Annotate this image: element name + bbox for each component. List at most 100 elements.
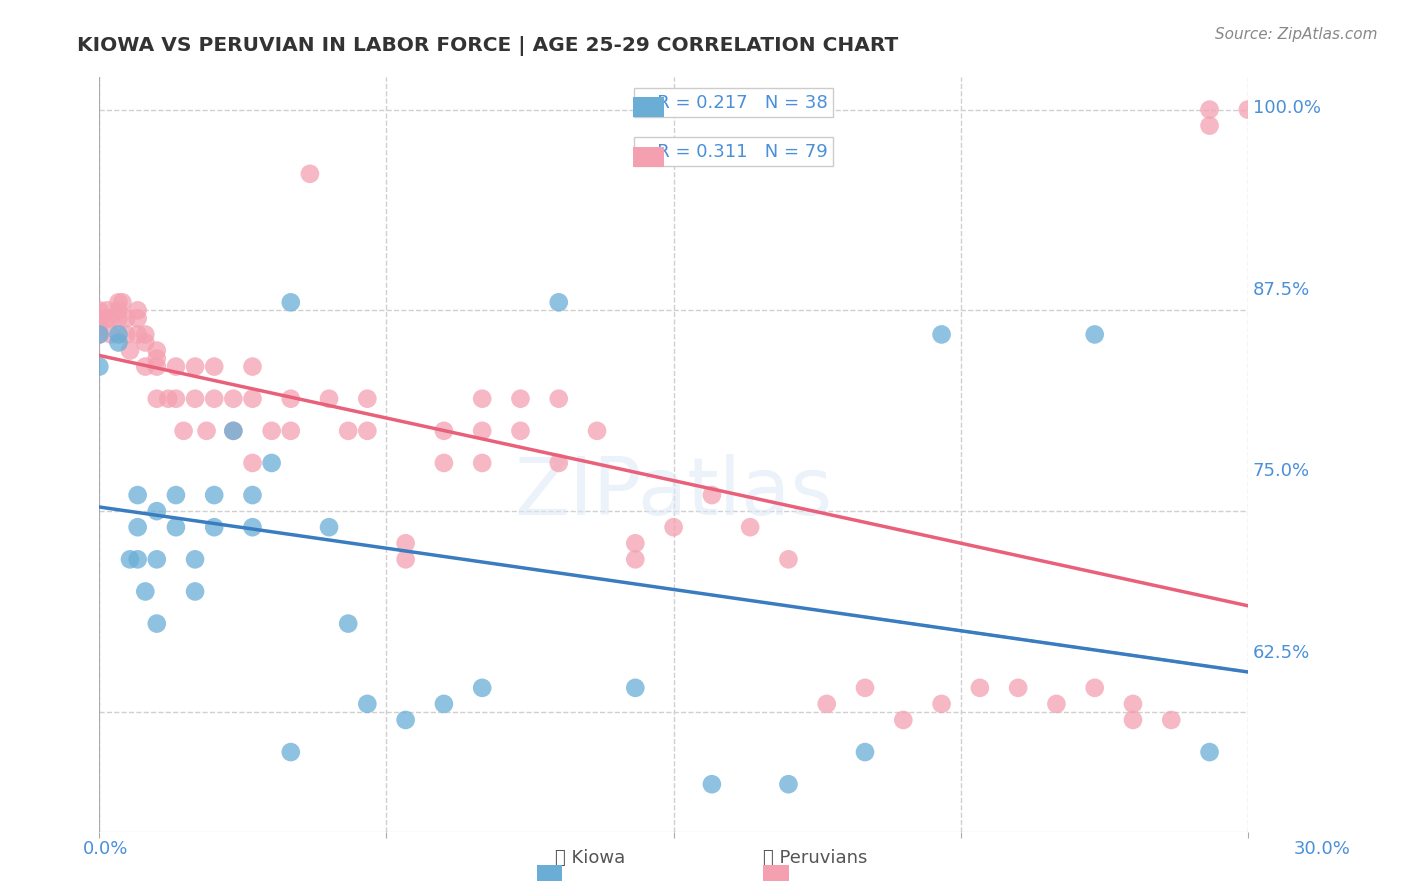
Point: [471, 424, 494, 438]
Point: [115, 311, 138, 326]
Point: [815, 697, 838, 711]
Point: [394, 552, 416, 566]
Point: [96, 303, 118, 318]
Text: ZIPatlas: ZIPatlas: [515, 454, 832, 532]
Point: [471, 392, 494, 406]
Point: [242, 456, 264, 470]
Point: [107, 311, 129, 326]
Point: [356, 697, 378, 711]
Point: [134, 584, 156, 599]
Point: [509, 424, 531, 438]
Point: [127, 303, 149, 318]
Point: [891, 713, 914, 727]
Point: [184, 552, 207, 566]
Point: [118, 552, 141, 566]
Point: [1084, 327, 1107, 342]
Point: [1045, 697, 1067, 711]
Point: [547, 392, 569, 406]
Point: [433, 456, 456, 470]
Point: [1122, 713, 1144, 727]
Point: [280, 745, 302, 759]
Point: [184, 359, 207, 374]
Point: [146, 616, 169, 631]
Point: [184, 584, 207, 599]
Point: [586, 424, 609, 438]
Point: [280, 392, 302, 406]
Point: [146, 552, 169, 566]
Point: [127, 311, 149, 326]
Point: [969, 681, 991, 695]
Point: [931, 697, 953, 711]
Point: [107, 335, 129, 350]
Point: [394, 713, 416, 727]
Text: 30.0%: 30.0%: [1294, 840, 1350, 858]
Text: R = 0.311   N = 79: R = 0.311 N = 79: [640, 143, 828, 161]
Point: [356, 424, 378, 438]
Point: [624, 681, 647, 695]
Point: [260, 424, 283, 438]
Point: [547, 295, 569, 310]
Point: [146, 504, 169, 518]
Point: [1122, 697, 1144, 711]
Text: Source: ZipAtlas.com: Source: ZipAtlas.com: [1215, 27, 1378, 42]
Point: [89, 327, 111, 342]
Point: [1198, 745, 1220, 759]
Point: [202, 359, 225, 374]
Point: [260, 456, 283, 470]
Point: [471, 681, 494, 695]
Point: [127, 520, 149, 534]
Point: [107, 295, 129, 310]
Point: [318, 392, 340, 406]
Point: [433, 424, 456, 438]
Text: KIOWA VS PERUVIAN IN LABOR FORCE | AGE 25-29 CORRELATION CHART: KIOWA VS PERUVIAN IN LABOR FORCE | AGE 2…: [77, 36, 898, 55]
Text: ⬜ Peruvians: ⬜ Peruvians: [763, 849, 868, 867]
Text: 0.0%: 0.0%: [83, 840, 128, 858]
Point: [100, 311, 122, 326]
Point: [146, 343, 169, 358]
Point: [280, 295, 302, 310]
Point: [394, 536, 416, 550]
Point: [134, 335, 156, 350]
Point: [89, 327, 111, 342]
Point: [127, 488, 149, 502]
Point: [624, 552, 647, 566]
Point: [778, 777, 800, 791]
Point: [337, 616, 360, 631]
Point: [242, 359, 264, 374]
Point: [146, 351, 169, 366]
Point: [118, 343, 141, 358]
Point: [165, 359, 187, 374]
Point: [165, 392, 187, 406]
Point: [115, 327, 138, 342]
Point: [1198, 119, 1220, 133]
Point: [1084, 681, 1107, 695]
Point: [547, 456, 569, 470]
Point: [107, 303, 129, 318]
Point: [356, 392, 378, 406]
Point: [184, 392, 207, 406]
Point: [195, 424, 218, 438]
Point: [853, 681, 876, 695]
Point: [96, 311, 118, 326]
Point: [111, 295, 134, 310]
Point: [318, 520, 340, 534]
Point: [146, 359, 169, 374]
Point: [931, 327, 953, 342]
Point: [202, 488, 225, 502]
Point: [778, 552, 800, 566]
Point: [242, 488, 264, 502]
Point: [107, 327, 129, 342]
Point: [100, 327, 122, 342]
Point: [700, 488, 723, 502]
Point: [146, 392, 169, 406]
Point: [853, 745, 876, 759]
Point: [298, 167, 321, 181]
Point: [624, 536, 647, 550]
Point: [509, 392, 531, 406]
Point: [471, 456, 494, 470]
Point: [242, 392, 264, 406]
Point: [1007, 681, 1029, 695]
Point: [89, 319, 111, 334]
Point: [89, 303, 111, 318]
Point: [165, 488, 187, 502]
